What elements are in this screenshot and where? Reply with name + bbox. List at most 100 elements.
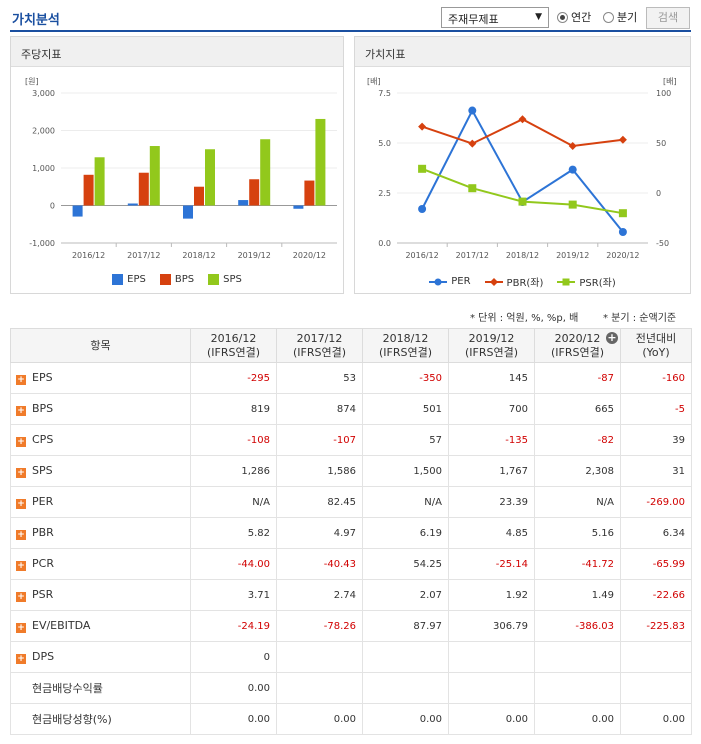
line-pbr <box>421 118 624 148</box>
table-cell: 0.00 <box>448 703 535 735</box>
table-cell: -82 <box>534 424 621 456</box>
table-cell: -22.66 <box>620 579 692 611</box>
per-share-legend: EPS BPS SPS <box>11 274 343 285</box>
column-header: 전년대비 (YoY) <box>620 328 692 363</box>
row-label-cell[interactable]: + CPS <box>10 424 191 456</box>
table-cell: -225.83 <box>620 610 692 642</box>
table-cell <box>276 672 363 704</box>
table-cell: 31 <box>620 455 692 487</box>
table-row: + PSR 3.71 2.74 2.07 1.92 1.49 -22.66 <box>10 579 692 611</box>
table-cell: 54.25 <box>362 548 449 580</box>
table-cell: 53 <box>276 362 363 394</box>
row-label-cell[interactable]: + PER <box>10 486 191 518</box>
table-cell: -108 <box>190 424 277 456</box>
expand-row-icon[interactable]: + <box>16 468 26 478</box>
table-cell <box>362 641 449 673</box>
table-cell: 0.00 <box>534 703 621 735</box>
radio-off-icon <box>603 11 614 23</box>
search-button[interactable]: 검색 <box>646 7 690 29</box>
table-cell: 87.97 <box>362 610 449 642</box>
expand-columns-icon[interactable]: + <box>606 331 618 344</box>
column-header-label: 2017/12 <box>296 331 343 345</box>
legend-item-sps: SPS <box>208 274 242 285</box>
table-cell: -65.99 <box>620 548 692 580</box>
row-label-cell: 현금배당성향(%) <box>10 703 191 735</box>
radio-quarter[interactable]: 분기 <box>603 9 637 25</box>
table-cell: 700 <box>448 393 535 425</box>
table-cell: 1.92 <box>448 579 535 611</box>
bar-eps <box>72 205 83 217</box>
expand-row-icon[interactable]: + <box>16 437 26 447</box>
column-header-label: 2020/12 <box>554 331 601 345</box>
table-cell <box>448 641 535 673</box>
bar-sps <box>94 157 105 206</box>
row-label: 현금배당성향(%) <box>32 713 112 726</box>
legend-point <box>562 278 570 285</box>
table-cell: 0.00 <box>362 703 449 735</box>
page-title: 가치분석 <box>12 13 60 28</box>
table-cell: 39 <box>620 424 692 456</box>
x-tick-label: 2016/12 <box>405 251 438 260</box>
row-label-cell[interactable]: + SPS <box>10 455 191 487</box>
point-psr <box>418 164 427 173</box>
table-cell: 0.00 <box>190 703 277 735</box>
row-label-cell[interactable]: + DPS <box>10 641 191 673</box>
legend-swatch <box>208 274 220 285</box>
legend-item-bps: BPS <box>159 274 195 285</box>
legend-swatch <box>159 274 171 285</box>
table-cell: 665 <box>534 393 621 425</box>
point-pbr <box>418 122 427 131</box>
bar-sps <box>260 139 271 206</box>
row-label-cell[interactable]: + PCR <box>10 548 191 580</box>
expand-row-icon[interactable]: + <box>16 530 26 540</box>
expand-row-icon[interactable]: + <box>16 375 26 385</box>
radio-annual-label: 연간 <box>571 11 592 24</box>
valuation-legend: PER PBR(좌) PSR(좌) <box>355 274 690 289</box>
row-label-cell[interactable]: + EV/EBITDA <box>10 610 191 642</box>
expand-row-icon[interactable]: + <box>16 561 26 571</box>
x-tick-label: 2020/12 <box>293 251 326 260</box>
x-tick-label: 2018/12 <box>182 251 215 260</box>
table-cell: 0.00 <box>620 703 692 735</box>
row-label-cell[interactable]: + BPS <box>10 393 191 425</box>
table-row: + BPS 819 874 501 700 665 -5 <box>10 393 692 425</box>
legend-label: SPS <box>223 274 242 285</box>
y-tick-label-left: 2.5 <box>378 189 391 198</box>
legend-marker <box>429 278 448 285</box>
bar-bps <box>83 174 94 206</box>
table-row: 현금배당성향(%) 0.00 0.00 0.00 0.00 0.00 0.00 <box>10 703 692 735</box>
expand-row-icon[interactable]: + <box>16 623 26 633</box>
table-cell: -41.72 <box>534 548 621 580</box>
x-tick-label: 2019/12 <box>556 251 589 260</box>
bar-eps <box>293 205 304 209</box>
table-cell <box>362 672 449 704</box>
valuation-panel: 가치지표 [배] [배] 0.0 2.5 5.0 7.5 -50 0 50 100 2016/12 2… <box>354 36 691 294</box>
statement-select[interactable]: 주재무제표 ▼ <box>441 7 549 28</box>
row-label-cell[interactable]: + EPS <box>10 362 191 394</box>
table-cell: 1,586 <box>276 455 363 487</box>
row-label-cell[interactable]: + PBR <box>10 517 191 549</box>
expand-row-icon[interactable]: + <box>16 654 26 664</box>
table-cell: -24.19 <box>190 610 277 642</box>
expand-row-icon[interactable]: + <box>16 592 26 602</box>
valuation-panel-title: 가치지표 <box>355 37 690 67</box>
expand-row-icon[interactable]: + <box>16 499 26 509</box>
table-cell: 4.97 <box>276 517 363 549</box>
table-cell: -78.26 <box>276 610 363 642</box>
table-row: + PCR -44.00 -40.43 54.25 -25.14 -41.72 -65.99 <box>10 548 692 580</box>
point-pbr <box>618 135 627 144</box>
legend-item-per: PER <box>429 274 471 289</box>
table-cell: N/A <box>362 486 449 518</box>
point-psr <box>568 200 577 209</box>
legend-item-pbr: PBR(좌) <box>484 274 543 289</box>
column-header-label: 항목 <box>90 338 111 352</box>
y-tick-label: 0 <box>50 202 55 211</box>
line-psr <box>421 167 624 215</box>
radio-annual[interactable]: 연간 <box>557 9 591 25</box>
table-cell: -40.43 <box>276 548 363 580</box>
y-tick-label: -1,000 <box>29 239 55 248</box>
legend-label: BPS <box>174 274 195 285</box>
expand-row-icon[interactable]: + <box>16 406 26 416</box>
row-label-cell[interactable]: + PSR <box>10 579 191 611</box>
column-header-sublabel: (IFRS연결) <box>292 345 347 359</box>
